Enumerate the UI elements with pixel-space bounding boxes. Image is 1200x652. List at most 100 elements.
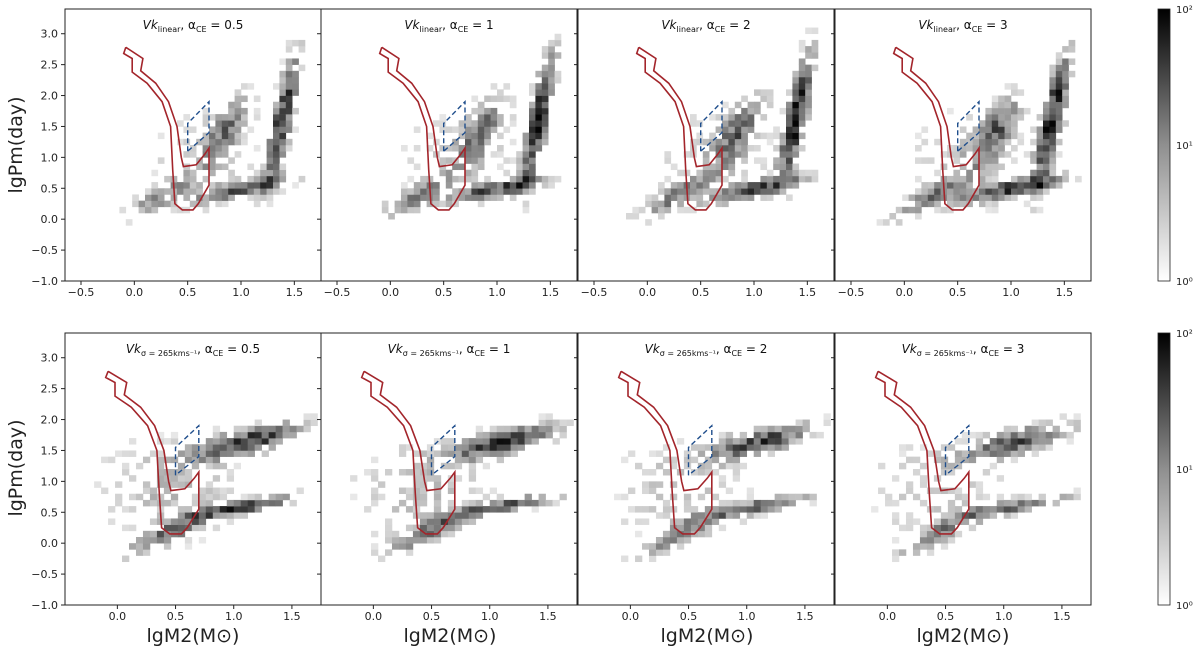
heatmap-cell [662, 549, 671, 556]
heatmap-cell [1036, 175, 1044, 183]
heatmap-cell [798, 89, 806, 96]
heatmap-cell [1004, 126, 1012, 133]
heatmap-cell [1066, 493, 1074, 501]
heatmap-cells-r1-c2 [381, 33, 562, 220]
heatmap-cell [966, 188, 973, 195]
heatmap-cell [461, 450, 470, 457]
panel-frame [834, 8, 1092, 282]
heatmap-cell [298, 64, 306, 72]
heatmap-cell [529, 163, 536, 171]
heatmap-cell [202, 120, 210, 127]
heatmap-cell [468, 499, 477, 507]
heatmap-cell [1011, 194, 1018, 201]
heatmap-cell [247, 506, 255, 513]
heatmap-cell [529, 169, 536, 177]
heatmap-cell [164, 188, 171, 195]
heatmap-cell [482, 493, 491, 501]
heatmap-cell [522, 163, 530, 171]
heatmap-cell [975, 518, 984, 525]
heatmap-cell [260, 163, 267, 171]
heatmap-cell [461, 438, 470, 445]
heatmap-cell [725, 499, 734, 507]
heatmap-cell [732, 444, 741, 451]
heatmap-cell [786, 138, 793, 146]
heatmap-cell [811, 175, 819, 183]
heatmap-cell [753, 499, 761, 507]
heatmap-cell [212, 493, 221, 501]
colorbar-bottom-tick-max: 10² [1176, 329, 1193, 340]
heatmap-cell [135, 543, 144, 550]
heatmap-cell [445, 169, 453, 177]
heatmap-cell [711, 506, 720, 513]
heatmap-cell [260, 188, 267, 195]
heatmap-cell [1045, 438, 1053, 445]
heatmap-cell [1010, 499, 1018, 507]
heatmap-cell [985, 169, 993, 177]
heatmap-cell [725, 444, 734, 451]
heatmap-cell [496, 438, 504, 445]
heatmap-cell [157, 157, 165, 164]
heatmap-cell [979, 200, 986, 208]
heatmap-cell [1062, 64, 1069, 72]
heatmap-cell [734, 114, 742, 121]
heatmap-cell [889, 213, 897, 220]
heatmap-cell [690, 512, 699, 519]
heatmap-cell [303, 419, 311, 427]
heatmap-cell [378, 555, 386, 563]
heatmap-cell [985, 200, 993, 208]
heatmap-cell [773, 175, 780, 183]
heatmap-cell [198, 487, 207, 495]
heatmap-cell [145, 200, 152, 208]
heatmap-cell [715, 163, 723, 171]
heatmap-cell [809, 431, 817, 439]
heatmap-cell [241, 83, 248, 90]
heatmap-cell [1011, 188, 1018, 195]
heatmap-cell [966, 175, 973, 183]
x-tick-label: 0.5 [937, 610, 955, 623]
heatmap-cell [279, 83, 287, 90]
heatmap-cell [381, 206, 389, 214]
heatmap-cell [683, 456, 692, 464]
heatmap-cell [554, 175, 562, 183]
heatmap-cell [433, 506, 442, 513]
heatmap-cell [184, 456, 193, 464]
heatmap-cell [279, 107, 287, 115]
heatmap-cell [1036, 138, 1044, 146]
heatmap-cell [407, 194, 415, 201]
heatmap-cell [972, 163, 980, 171]
blue-dashed-region-outline [944, 424, 970, 476]
heatmap-cell [786, 145, 793, 152]
heatmap-cell [1004, 182, 1012, 189]
heatmap-cell [697, 512, 706, 519]
heatmap-cell [774, 444, 782, 451]
heatmap-cell [497, 188, 504, 195]
heatmap-cell [509, 120, 517, 127]
heatmap-cell [228, 120, 235, 127]
heatmap-cell [554, 33, 562, 41]
heatmap-cell [779, 151, 787, 158]
heatmap-cell [497, 120, 504, 127]
heatmap-cell [142, 530, 151, 538]
heatmap-cell [522, 182, 530, 189]
heatmap-cell [234, 107, 242, 115]
heatmap-cell [285, 95, 293, 103]
heatmap-cell [1043, 188, 1050, 195]
heatmap-cell [452, 188, 459, 195]
heatmap-cell [972, 145, 980, 152]
heatmap-cell [781, 499, 789, 507]
heatmap-cell [991, 157, 999, 164]
heatmap-cell [662, 543, 671, 550]
heatmap-cell [734, 145, 742, 152]
x-tick-label: 0.0 [382, 286, 400, 299]
heatmap-cell [247, 182, 255, 189]
heatmap-cell [966, 200, 973, 208]
heatmap-cell [177, 524, 186, 532]
blue-dashed-region-outline [174, 424, 200, 476]
heatmap-cell [795, 438, 803, 445]
heatmap-cell [715, 126, 723, 133]
heatmap-cell [1036, 151, 1044, 158]
heatmap-cell [677, 188, 684, 195]
heatmap-cell [704, 469, 713, 476]
heatmap-cell [725, 487, 734, 495]
